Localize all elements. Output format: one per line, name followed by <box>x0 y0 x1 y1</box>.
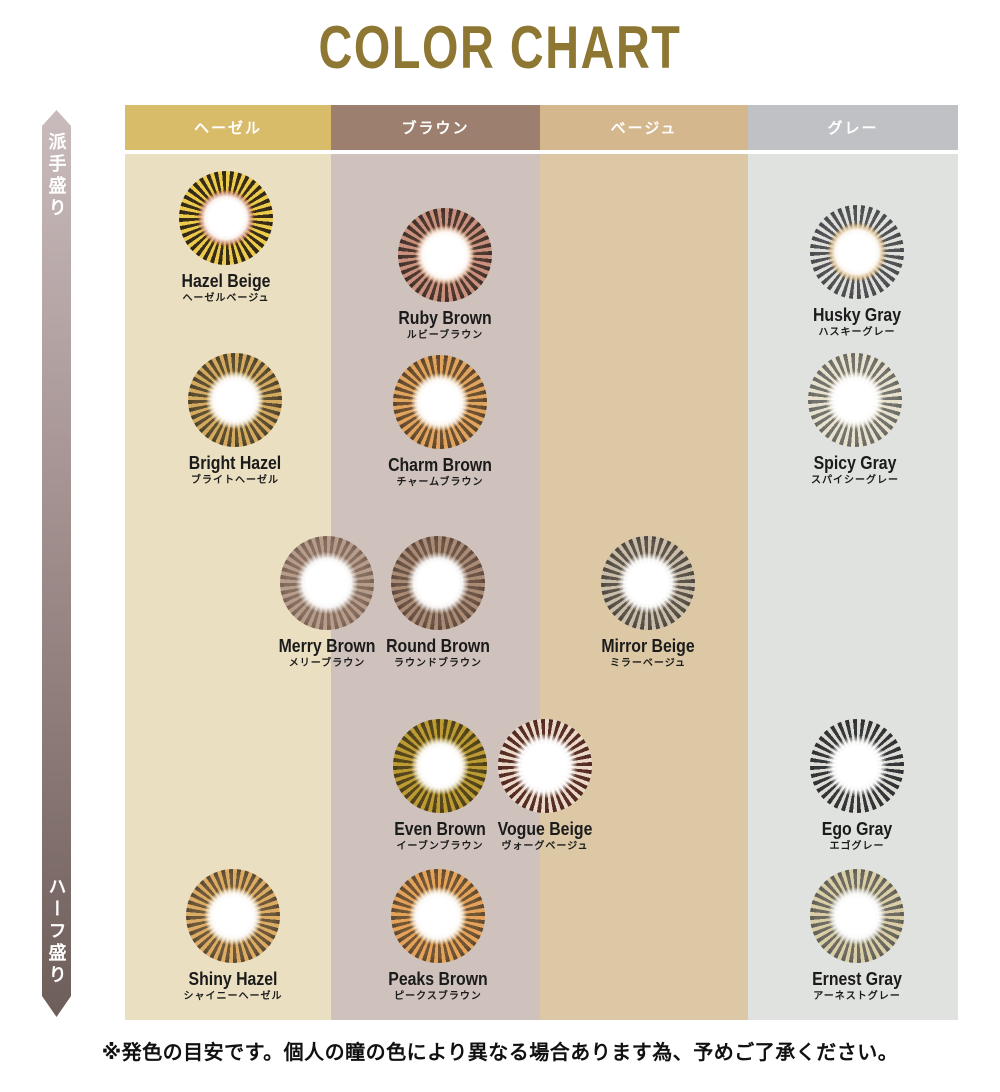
lens-swatch-round-brown <box>391 536 485 630</box>
lens-swatch-peaks-brown <box>391 869 485 963</box>
lens-name-jp: シャイニーヘーゼル <box>183 991 283 1002</box>
column-header-hazel: ヘーゼル <box>125 105 331 150</box>
lens-card-mirror-beige: Mirror Beige ミラーベージュ <box>578 536 718 669</box>
lens-swatch-even-brown <box>393 719 487 813</box>
lens-name: Hazel Beige <box>181 271 271 291</box>
lens-name-jp: イーブンブラウン <box>396 841 484 852</box>
disclaimer-text: ※発色の目安です。個人の瞳の色により異なる場合あります為、予めご了承ください。 <box>101 1042 899 1064</box>
column-header-beige: ベージュ <box>540 105 748 150</box>
lens-name-jp: アーネストグレー <box>813 991 901 1002</box>
lens-swatch-spicy-gray <box>808 353 902 447</box>
lens-name: Mirror Beige <box>601 636 695 656</box>
lens-name-jp: ヘーゼルベージュ <box>182 293 270 304</box>
lens-swatch-ego-gray <box>810 719 904 813</box>
lens-name: Husky Gray <box>812 305 902 325</box>
lens-name-jp: ミラーベージュ <box>609 658 687 669</box>
lens-name: Ruby Brown <box>398 308 492 328</box>
lens-name-jp: エゴグレー <box>829 841 885 852</box>
lens-name-jp: メリーブラウン <box>288 658 366 669</box>
lens-card-round-brown: Round Brown ラウンドブラウン <box>368 536 508 669</box>
lens-card-shiny-hazel: Shiny Hazel シャイニーヘーゼル <box>163 869 303 1002</box>
lens-name: Shiny Hazel <box>188 969 278 989</box>
lens-swatch-husky-gray <box>810 205 904 299</box>
lens-name: Round Brown <box>386 636 490 656</box>
lens-swatch-charm-brown <box>393 355 487 449</box>
lens-name-jp: ヴォーグベージュ <box>501 841 589 852</box>
lens-card-husky-gray: Husky Gray ハスキーグレー <box>787 205 927 338</box>
lens-name-jp: ハスキーグレー <box>818 327 896 338</box>
column-header-label: グレー <box>827 120 879 137</box>
lens-swatch-bright-hazel <box>188 353 282 447</box>
lens-swatch-merry-brown <box>280 536 374 630</box>
lens-card-ego-gray: Ego Gray エゴグレー <box>787 719 927 852</box>
lens-swatch-ruby-brown <box>398 208 492 302</box>
lens-card-peaks-brown: Peaks Brown ピークスブラウン <box>368 869 508 1002</box>
lens-card-vogue-beige: Vogue Beige ヴォーグベージュ <box>475 719 615 852</box>
lens-name: Spicy Gray <box>813 453 897 473</box>
lens-card-spicy-gray: Spicy Gray スパイシーグレー <box>785 353 925 486</box>
lens-card-ruby-brown: Ruby Brown ルビーブラウン <box>375 208 515 341</box>
column-header-label: ベージュ <box>610 120 678 137</box>
column-header-gray: グレー <box>748 105 958 150</box>
lens-card-hazel-beige: Hazel Beige ヘーゼルベージュ <box>156 171 296 304</box>
impact-scale-ribbon: 派手盛り ハーフ盛り <box>42 110 71 1017</box>
lens-name: Ernest Gray <box>812 969 902 989</box>
lens-name: Merry Brown <box>278 636 376 656</box>
lens-card-charm-brown: Charm Brown チャームブラウン <box>370 355 510 488</box>
column-header-label: ヘーゼル <box>193 120 262 137</box>
lens-swatch-mirror-beige <box>601 536 695 630</box>
scale-top-label: 派手盛り <box>46 132 67 220</box>
lens-name: Vogue Beige <box>497 819 593 839</box>
lens-name: Bright Hazel <box>188 453 282 473</box>
lens-swatch-ernest-gray <box>810 869 904 963</box>
lens-card-bright-hazel: Bright Hazel ブライトヘーゼル <box>165 353 305 486</box>
lens-name-jp: ラウンドブラウン <box>394 658 482 669</box>
column-header-brown: ブラウン <box>331 105 540 150</box>
lens-name: Ego Gray <box>821 819 893 839</box>
lens-swatch-vogue-beige <box>498 719 592 813</box>
lens-name-jp: チャームブラウン <box>396 477 484 488</box>
lens-swatch-shiny-hazel <box>186 869 280 963</box>
lens-name: Peaks Brown <box>388 969 488 989</box>
column-header-label: ブラウン <box>401 120 470 137</box>
scale-bottom-label: ハーフ盛り <box>46 877 67 987</box>
lens-card-even-brown: Even Brown イーブンブラウン <box>370 719 510 852</box>
lens-swatch-hazel-beige <box>179 171 273 265</box>
lens-name-jp: ピークスブラウン <box>394 991 482 1002</box>
lens-card-merry-brown: Merry Brown メリーブラウン <box>257 536 397 669</box>
lens-card-ernest-gray: Ernest Gray アーネストグレー <box>787 869 927 1002</box>
lens-name-jp: ブライトヘーゼル <box>191 475 279 486</box>
lens-name-jp: ルビーブラウン <box>406 330 484 341</box>
lens-name-jp: スパイシーグレー <box>811 475 899 486</box>
page-title: COLOR CHART <box>318 14 682 81</box>
lens-name: Charm Brown <box>388 455 492 475</box>
lens-name: Even Brown <box>394 819 486 839</box>
